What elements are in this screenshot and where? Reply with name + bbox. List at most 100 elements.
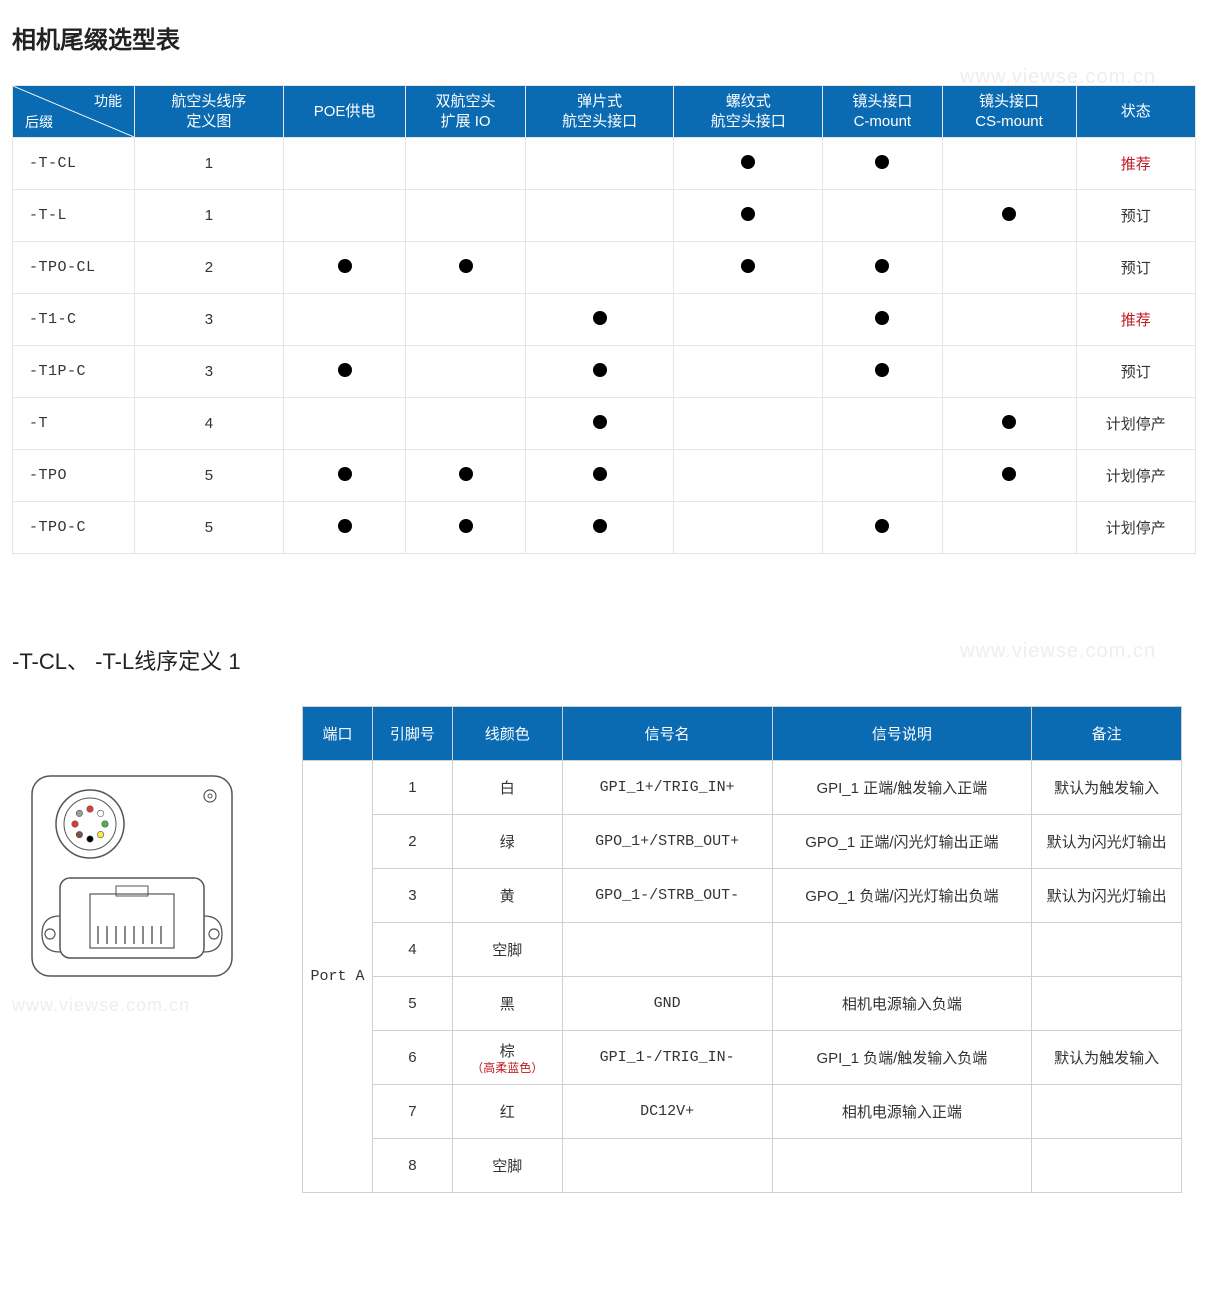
t1-col-header: 螺纹式航空头接口 — [674, 86, 823, 138]
dot-icon — [459, 467, 473, 481]
suffix-cell: -TPO-C — [13, 502, 135, 554]
dot-icon — [593, 415, 607, 429]
dot-icon — [338, 259, 352, 273]
feature-cell — [823, 190, 942, 242]
t1-col-header: 状态 — [1076, 86, 1195, 138]
status-cell: 推荐 — [1076, 138, 1195, 190]
feature-cell — [525, 346, 674, 398]
dot-icon — [875, 259, 889, 273]
signal-cell: GPO_1+/STRB_OUT+ — [562, 815, 772, 869]
dot-icon — [338, 519, 352, 533]
table-row: -T-CL1推荐 — [13, 138, 1196, 190]
remark-cell — [1032, 1139, 1182, 1193]
desc-cell — [772, 923, 1032, 977]
feature-cell — [406, 346, 525, 398]
def-cell: 1 — [135, 138, 284, 190]
feature-cell — [674, 346, 823, 398]
feature-cell — [406, 502, 525, 554]
feature-cell — [525, 398, 674, 450]
suffix-selection-table: 功能 后缀 航空头线序定义图POE供电双航空头扩展 IO弹片式航空头接口螺纹式航… — [12, 85, 1196, 554]
table-row: Port A1白GPI_1+/TRIG_IN+GPI_1 正端/触发输入正端默认… — [303, 761, 1182, 815]
feature-cell — [674, 398, 823, 450]
table-row: 5黑GND相机电源输入负端 — [303, 977, 1182, 1031]
feature-cell — [283, 242, 406, 294]
table-row: -TPO5计划停产 — [13, 450, 1196, 502]
t1-col-header: POE供电 — [283, 86, 406, 138]
status-cell: 预订 — [1076, 190, 1195, 242]
feature-cell — [823, 138, 942, 190]
suffix-cell: -TPO — [13, 450, 135, 502]
status-cell: 计划停产 — [1076, 502, 1195, 554]
t2-col-header: 端口 — [303, 707, 373, 761]
watermark: www.viewse.com.cn — [12, 995, 272, 1016]
dot-icon — [459, 519, 473, 533]
t1-col-header: 航空头线序定义图 — [135, 86, 284, 138]
t2-col-header: 引脚号 — [372, 707, 452, 761]
dot-icon — [875, 363, 889, 377]
def-cell: 1 — [135, 190, 284, 242]
desc-cell — [772, 1139, 1032, 1193]
feature-cell — [283, 190, 406, 242]
def-cell: 3 — [135, 346, 284, 398]
desc-cell: GPI_1 正端/触发输入正端 — [772, 761, 1032, 815]
pin-cell: 2 — [372, 815, 452, 869]
feature-cell — [525, 294, 674, 346]
feature-cell — [525, 138, 674, 190]
dot-icon — [459, 259, 473, 273]
feature-cell — [674, 502, 823, 554]
dot-icon — [1002, 207, 1016, 221]
feature-cell — [942, 398, 1076, 450]
suffix-cell: -T — [13, 398, 135, 450]
status-cell: 预订 — [1076, 242, 1195, 294]
feature-cell — [525, 190, 674, 242]
feature-cell — [942, 138, 1076, 190]
t2-col-header: 线颜色 — [452, 707, 562, 761]
pin-cell: 7 — [372, 1085, 452, 1139]
t1-diag-header: 功能 后缀 — [13, 86, 135, 138]
suffix-cell: -T1P-C — [13, 346, 135, 398]
remark-cell: 默认为闪光灯输出 — [1032, 815, 1182, 869]
feature-cell — [942, 346, 1076, 398]
dot-icon — [1002, 415, 1016, 429]
pin-cell: 5 — [372, 977, 452, 1031]
feature-cell — [823, 294, 942, 346]
desc-cell: GPO_1 正端/闪光灯输出正端 — [772, 815, 1032, 869]
t1-col-header: 镜头接口C-mount — [823, 86, 942, 138]
color-cell: 黄 — [452, 869, 562, 923]
feature-cell — [406, 138, 525, 190]
feature-cell — [406, 242, 525, 294]
def-cell: 3 — [135, 294, 284, 346]
table-row: 2绿GPO_1+/STRB_OUT+GPO_1 正端/闪光灯输出正端默认为闪光灯… — [303, 815, 1182, 869]
feature-cell — [674, 450, 823, 502]
table-row: 3黄GPO_1-/STRB_OUT-GPO_1 负端/闪光灯输出负端默认为闪光灯… — [303, 869, 1182, 923]
def-cell: 2 — [135, 242, 284, 294]
signal-cell — [562, 1139, 772, 1193]
dot-icon — [593, 363, 607, 377]
pin-cell: 6 — [372, 1031, 452, 1085]
t1-col-header: 弹片式航空头接口 — [525, 86, 674, 138]
dot-icon — [593, 467, 607, 481]
remark-cell — [1032, 1085, 1182, 1139]
feature-cell — [283, 346, 406, 398]
def-cell: 4 — [135, 398, 284, 450]
desc-cell: GPO_1 负端/闪光灯输出负端 — [772, 869, 1032, 923]
def-cell: 5 — [135, 502, 284, 554]
feature-cell — [406, 398, 525, 450]
status-cell: 推荐 — [1076, 294, 1195, 346]
signal-cell: DC12V+ — [562, 1085, 772, 1139]
feature-cell — [823, 502, 942, 554]
pin-cell: 3 — [372, 869, 452, 923]
signal-cell: GPO_1-/STRB_OUT- — [562, 869, 772, 923]
color-cell: 空脚 — [452, 1139, 562, 1193]
table-row: 4空脚 — [303, 923, 1182, 977]
signal-cell: GPI_1-/TRIG_IN- — [562, 1031, 772, 1085]
t2-col-header: 备注 — [1032, 707, 1182, 761]
feature-cell — [525, 502, 674, 554]
table-row: 8空脚 — [303, 1139, 1182, 1193]
table-row: -T4计划停产 — [13, 398, 1196, 450]
color-cell: 绿 — [452, 815, 562, 869]
pin-cell: 8 — [372, 1139, 452, 1193]
status-cell: 预订 — [1076, 346, 1195, 398]
dot-icon — [741, 207, 755, 221]
feature-cell — [674, 190, 823, 242]
